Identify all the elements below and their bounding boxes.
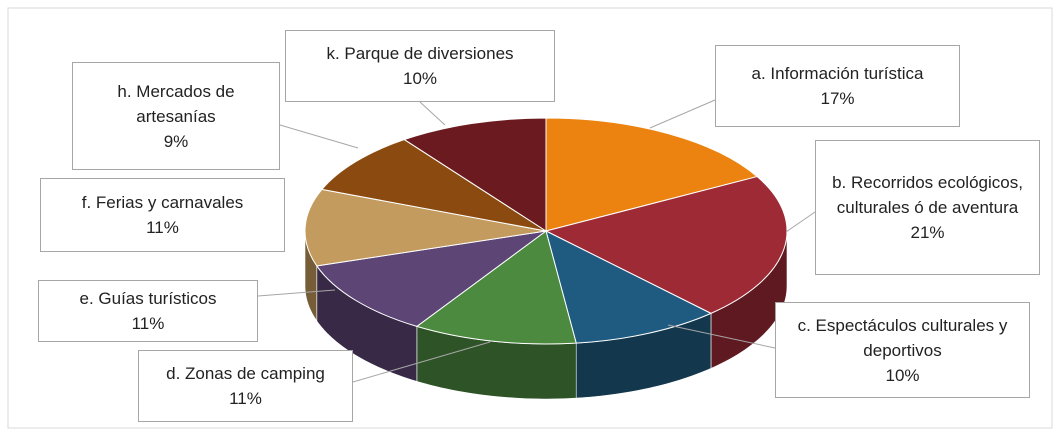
label-value: 9% [163,131,189,151]
label-name: a. Información turística [751,64,924,83]
label-name: b. Recorridos ecológicos, culturales ó d… [832,173,1023,217]
data-label: h. Mercados de artesanías 9% [72,62,280,170]
leader-line [419,101,446,126]
slice [545,117,759,232]
slice [415,230,577,345]
leader-line [649,99,716,129]
label-value: 17% [820,89,855,108]
leader-line [257,289,336,297]
label-value: 10% [885,365,920,385]
chart-frame [7,7,1053,429]
data-label: c. Espectáculos culturales y deportivos 1… [775,302,1030,398]
data-label: k. Parque de diversiones 10% [285,30,555,102]
data-label: d. Zonas de camping 11% [138,350,353,422]
label-name: k. Parque de diversiones [326,44,514,63]
label-name: h. Mercados de artesanías [117,81,235,126]
slice [304,188,547,267]
leader-line [785,211,816,233]
label-name: c. Espectáculos culturales y deportivos [797,315,1008,360]
data-label: f. Ferias y carnavales 11% [40,178,285,252]
leader-line [352,341,491,383]
leader-line [667,324,776,349]
label-value: 10% [402,69,438,88]
label-name: f. Ferias y carnavales [81,193,244,212]
slice [403,117,547,232]
slice [545,230,713,344]
data-label: b. Recorridos ecológicos, culturales ó d… [815,140,1040,275]
label-value: 21% [910,223,945,242]
label-name: e. Guías turísticos [79,289,217,308]
slice [544,176,788,314]
label-value: 11% [131,314,165,333]
label-value: 11% [146,218,179,237]
label-name: d. Zonas de camping [166,364,325,383]
slice [315,230,547,327]
leader-line [279,124,359,149]
data-label: e. Guías turísticos 11% [38,280,258,342]
slice [320,139,547,232]
data-label: a. Información turística 17% [715,45,960,127]
label-value: 11% [229,389,262,408]
